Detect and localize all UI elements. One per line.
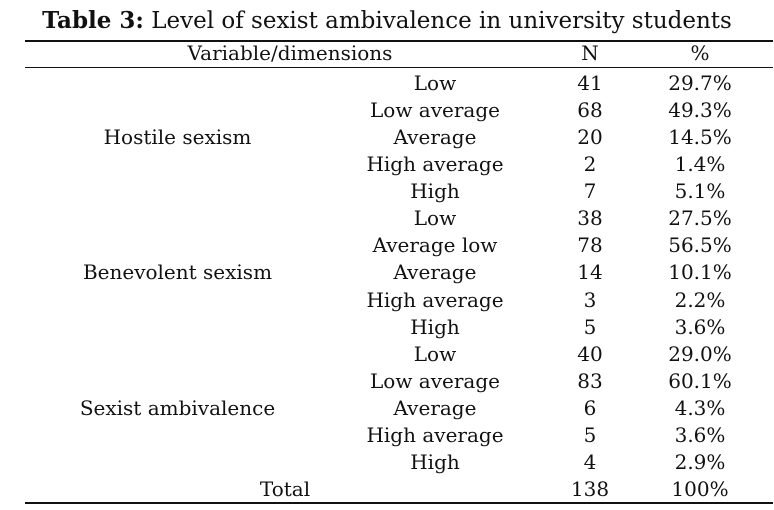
- table-bottom-rule: [25, 502, 773, 504]
- row-percent: 29.0%: [668, 342, 732, 366]
- row-n: 68: [577, 98, 603, 122]
- row-level: Average: [393, 260, 477, 284]
- row-n: 38: [577, 206, 603, 230]
- row-n: 5: [583, 315, 597, 339]
- row-n: 2: [583, 152, 597, 176]
- row-percent: 49.3%: [668, 98, 732, 122]
- row-n: 83: [577, 369, 603, 393]
- row-n: 4: [583, 450, 597, 474]
- row-percent: 27.5%: [668, 206, 732, 230]
- row-n: 41: [577, 71, 603, 95]
- group-label-hostile-sexism: Hostile sexism: [103, 125, 252, 149]
- group-label-benevolent-sexism: Benevolent sexism: [82, 260, 273, 284]
- row-level: Average: [393, 396, 477, 420]
- row-n: 14: [577, 260, 603, 284]
- row-percent: 1.4%: [674, 152, 726, 176]
- row-level: Average: [393, 125, 477, 149]
- row-level: Low: [413, 342, 457, 366]
- row-n: 20: [577, 125, 603, 149]
- row-level: Low: [413, 71, 457, 95]
- row-level: Average low: [372, 233, 498, 257]
- row-percent: 29.7%: [668, 71, 732, 95]
- table-caption: Table 3: Level of sexist ambivalence in …: [0, 6, 774, 36]
- row-percent: 3.6%: [674, 423, 726, 447]
- row-level: High: [410, 315, 460, 339]
- row-percent: 10.1%: [668, 260, 732, 284]
- row-level: High average: [366, 152, 504, 176]
- header-variable-dimensions: Variable/dimensions: [187, 41, 393, 65]
- group-label-sexist-ambivalence: Sexist ambivalence: [79, 396, 276, 420]
- row-n: 40: [577, 342, 603, 366]
- row-percent: 60.1%: [668, 369, 732, 393]
- row-n: 78: [577, 233, 603, 257]
- row-level: High: [410, 179, 460, 203]
- row-level: High average: [366, 423, 504, 447]
- row-percent: 2.2%: [674, 288, 726, 312]
- row-n: 6: [583, 396, 597, 420]
- total-n: 138: [570, 477, 610, 501]
- row-level: Low: [413, 206, 457, 230]
- row-level: High: [410, 450, 460, 474]
- header-n: N: [581, 41, 599, 65]
- row-percent: 4.3%: [674, 396, 726, 420]
- row-percent: 3.6%: [674, 315, 726, 339]
- total-percent: 100%: [671, 477, 729, 501]
- table-header-rule: [25, 67, 773, 68]
- row-percent: 5.1%: [674, 179, 726, 203]
- row-percent: 2.9%: [674, 450, 726, 474]
- row-percent: 14.5%: [668, 125, 732, 149]
- header-percent: %: [690, 41, 710, 65]
- row-percent: 56.5%: [668, 233, 732, 257]
- row-n: 7: [583, 179, 597, 203]
- row-n: 3: [583, 288, 597, 312]
- table-caption-text: Level of sexist ambivalence in universit…: [143, 8, 732, 34]
- row-level: High average: [366, 288, 504, 312]
- row-n: 5: [583, 423, 597, 447]
- row-level: Low average: [370, 369, 500, 393]
- total-label: Total: [259, 477, 311, 501]
- row-level: Low average: [370, 98, 500, 122]
- table-caption-label: Table 3:: [42, 7, 144, 34]
- table-top-rule: [25, 40, 773, 42]
